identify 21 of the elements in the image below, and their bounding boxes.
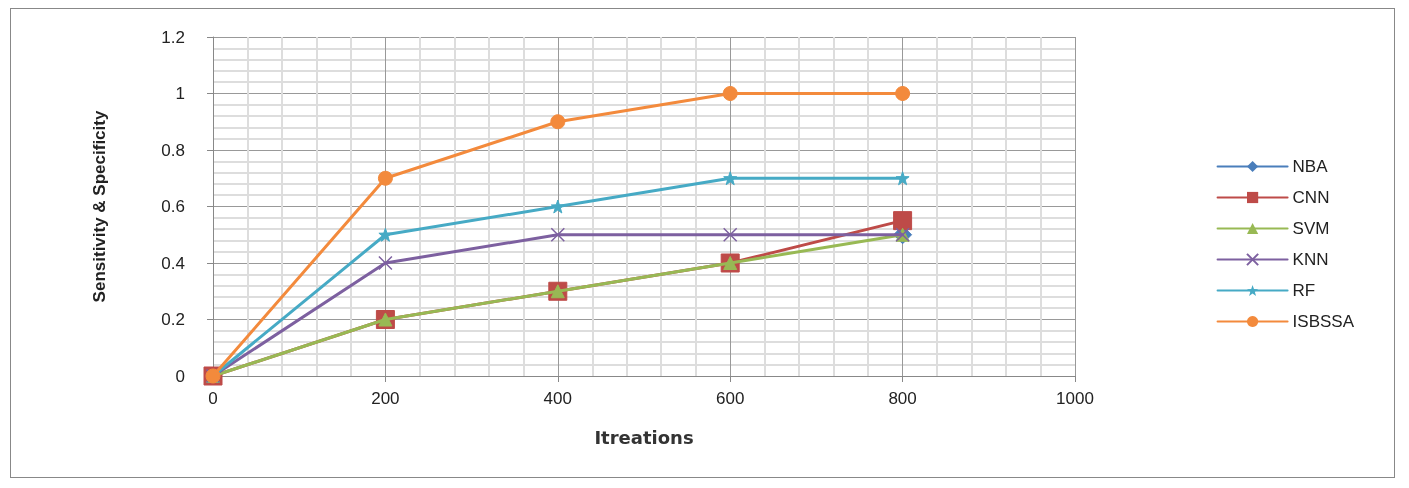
legend-label: CNN <box>1292 188 1330 207</box>
y-axis-title: Sensitivity & Specificity <box>90 110 109 303</box>
legend-label: ISBSSA <box>1292 312 1355 331</box>
y-tick-label: 0.6 <box>161 197 185 216</box>
legend-label: SVM <box>1292 219 1330 238</box>
x-axis-title: Itreations <box>594 426 694 448</box>
x-tick-label: 0 <box>208 389 218 408</box>
legend-label: KNN <box>1292 250 1329 269</box>
x-tick-label: 600 <box>716 389 745 408</box>
legend-label: RF <box>1292 281 1316 300</box>
y-tick-label: 0.4 <box>161 253 185 273</box>
x-tick-label: 1000 <box>1056 389 1094 408</box>
y-tick-label: 1 <box>175 84 185 103</box>
y-tick-label: 0.2 <box>161 310 185 329</box>
x-tick-label: 800 <box>888 389 917 408</box>
y-tick-label: 0 <box>175 366 185 386</box>
x-tick-label: 200 <box>371 389 400 408</box>
y-tick-label: 0.8 <box>161 140 185 160</box>
y-tick-label: 1.2 <box>161 27 185 47</box>
legend-label: NBA <box>1292 157 1329 176</box>
x-tick-label: 400 <box>543 389 572 408</box>
